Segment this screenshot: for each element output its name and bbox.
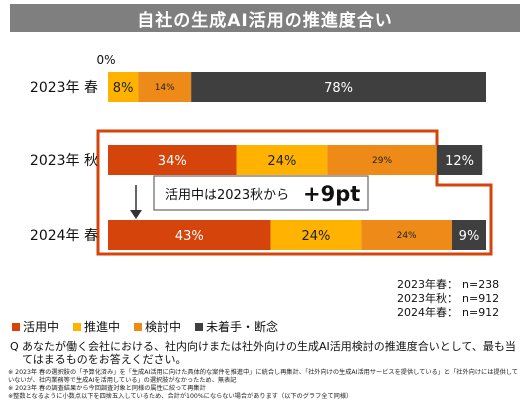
legend-item: 未着手・断念 bbox=[195, 318, 278, 335]
annotation-arrow bbox=[130, 210, 142, 219]
footnote: ※ 2023年 春の調査結果から今回調査対象と同様の属性に絞って再集計 bbox=[8, 385, 206, 392]
sample-sizes: 2023年春： n=238 2023年秋： n=912 2024年春： n=912 bbox=[380, 278, 499, 320]
bar-segment bbox=[108, 220, 271, 250]
legend-label: 未着手・断念 bbox=[206, 320, 279, 334]
category-label: 2023年 春 bbox=[30, 80, 98, 96]
data-label: 8% bbox=[113, 81, 134, 96]
data-label: 24% bbox=[301, 229, 330, 244]
bar-segment bbox=[191, 72, 486, 102]
footnote: ※整数となるように小数点以下を四捨五入しているため、合計が100%にならない場合… bbox=[8, 393, 353, 400]
sample-n: n=912 bbox=[462, 292, 500, 305]
axis-zero-label: 0% bbox=[96, 53, 115, 67]
category-label: 2024年 春 bbox=[30, 228, 98, 244]
footnote: ※ 2023年 春の選択肢の「予算化済み」を「生成AI活用に向けた具体的な案件を… bbox=[8, 369, 518, 384]
bar-segment bbox=[327, 145, 437, 175]
sample-label: 2024年春： bbox=[397, 306, 458, 319]
bar-segment bbox=[436, 145, 483, 175]
sample-n: n=912 bbox=[462, 306, 500, 319]
chart-title: 自社の生成AI活用の推進度合い bbox=[10, 4, 520, 32]
sample-row: 2023年秋： n=912 bbox=[380, 292, 499, 306]
data-label: 34% bbox=[158, 154, 187, 169]
data-label: 43% bbox=[175, 229, 204, 244]
annotation-box bbox=[153, 175, 369, 211]
bar-segment bbox=[108, 145, 237, 175]
bar-segment bbox=[138, 72, 192, 102]
bar-segment bbox=[236, 145, 328, 175]
sample-label: 2023年春： bbox=[397, 278, 458, 291]
question-text: あなたが働く会社における、社内向けまたは社外向けの生成AI活用検討の推進度合いと… bbox=[22, 340, 516, 366]
legend: 活用中 推進中 検討中 未着手・断念 bbox=[12, 318, 278, 335]
legend-label: 検討中 bbox=[145, 320, 182, 334]
category-label: 2023年 秋 bbox=[30, 153, 98, 169]
annotation-emphasis: +9pt bbox=[303, 182, 360, 206]
legend-item: 活用中 bbox=[12, 318, 59, 335]
sample-n: n=238 bbox=[462, 278, 500, 291]
legend-swatch bbox=[134, 322, 143, 331]
survey-question: Q あなたが働く会社における、社内向けまたは社外向けの生成AI活用検討の推進度合… bbox=[10, 340, 522, 366]
legend-item: 検討中 bbox=[134, 318, 181, 335]
sample-row: 2023年春： n=238 bbox=[380, 278, 499, 292]
legend-label: 推進中 bbox=[84, 320, 121, 334]
data-label: 24% bbox=[397, 231, 417, 241]
bar-segment bbox=[451, 220, 486, 250]
data-label: 9% bbox=[459, 229, 480, 244]
bar-segment bbox=[108, 72, 139, 102]
legend-item: 推進中 bbox=[73, 318, 120, 335]
legend-label: 活用中 bbox=[23, 320, 60, 334]
sample-row: 2024年春： n=912 bbox=[380, 306, 499, 320]
annotation-text: 活用中は2023秋から bbox=[165, 188, 289, 203]
legend-swatch bbox=[73, 322, 82, 331]
data-label: 29% bbox=[372, 156, 392, 166]
data-label: 78% bbox=[324, 81, 353, 96]
legend-swatch bbox=[195, 322, 204, 331]
question-mark: Q bbox=[10, 340, 19, 353]
stacked-bar-chart: 0% 2023年 春 8% 14% 78% 2023年 秋 34% 24% 29% 12% 2024… bbox=[30, 53, 493, 256]
data-label: 24% bbox=[267, 154, 296, 169]
legend-swatch bbox=[12, 322, 20, 331]
data-label: 12% bbox=[445, 154, 474, 169]
sample-label: 2023年秋： bbox=[397, 292, 458, 305]
bar-segment bbox=[361, 220, 452, 250]
data-label: 14% bbox=[155, 83, 175, 93]
bar-segment bbox=[270, 220, 362, 250]
footnotes: ※ 2023年 春の選択肢の「予算化済み」を「生成AI活用に向けた具体的な案件を… bbox=[8, 369, 523, 401]
highlight-frame bbox=[96, 129, 493, 256]
